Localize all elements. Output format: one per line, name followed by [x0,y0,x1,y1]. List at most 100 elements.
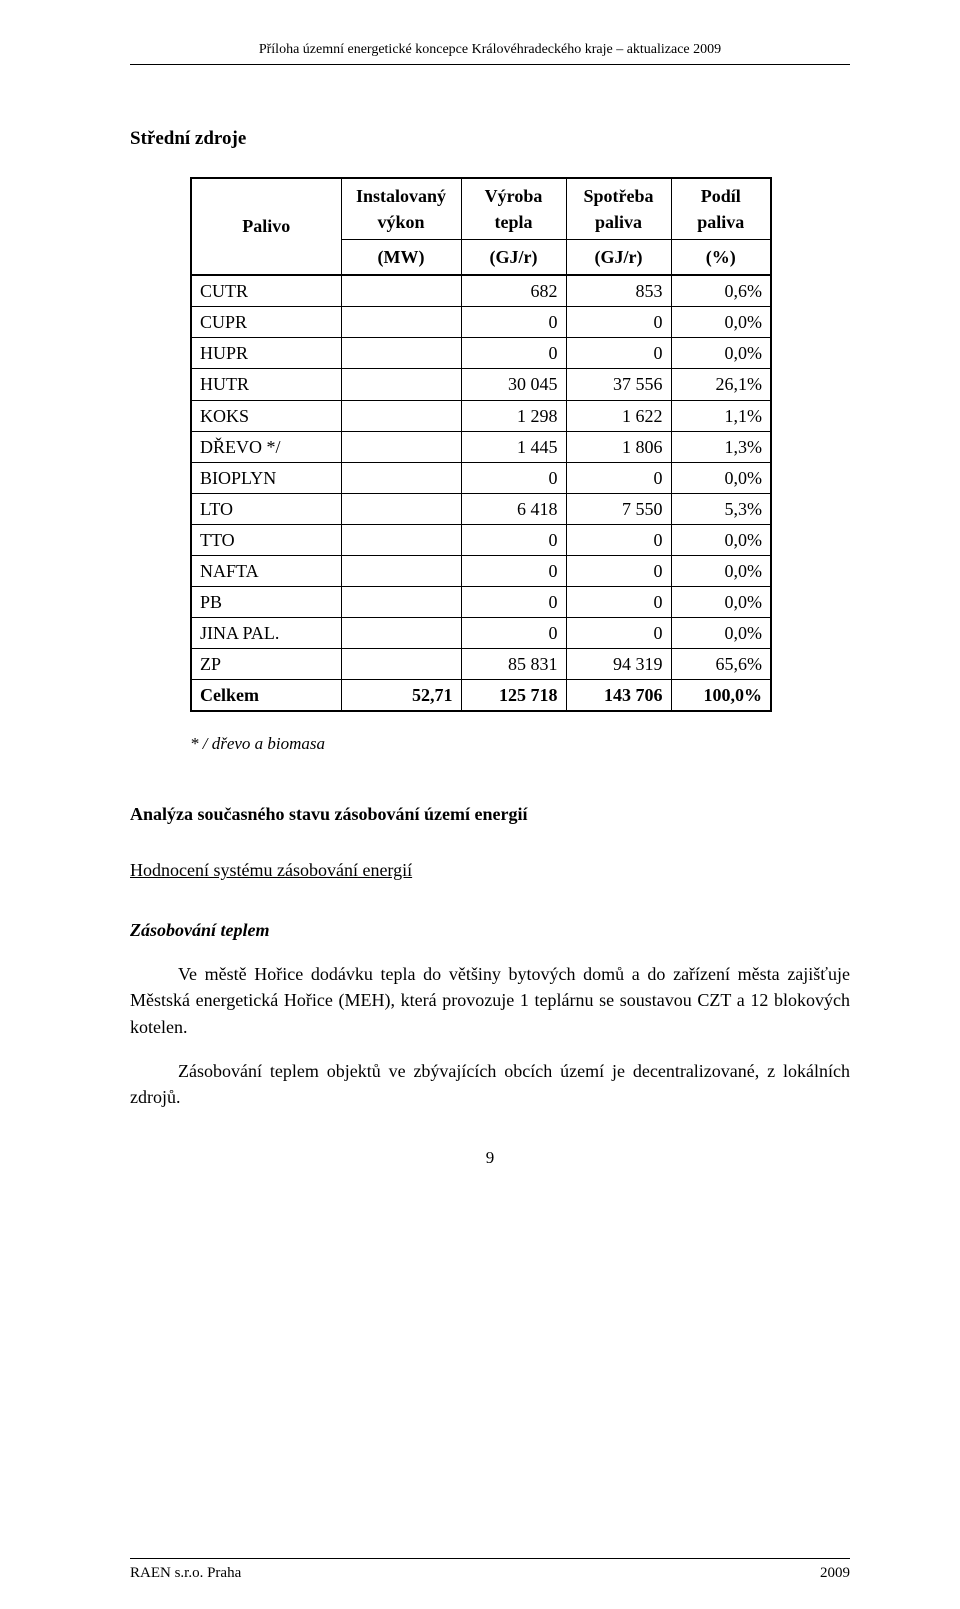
col-header-podil: Podíl paliva [671,178,771,240]
section-title: Střední zdroje [130,125,850,153]
table-row: BIOPLYN000,0% [191,462,771,493]
row-c1: 52,71 [341,680,461,712]
row-label: DŘEVO */ [191,431,341,462]
row-c2: 85 831 [461,649,566,680]
row-c3: 1 622 [566,400,671,431]
row-c2: 682 [461,275,566,307]
table-row: ZP85 83194 31965,6% [191,649,771,680]
row-c3: 0 [566,524,671,555]
row-c4: 0,0% [671,307,771,338]
row-c4: 1,3% [671,431,771,462]
col-unit-gj-2: (GJ/r) [566,240,671,276]
row-c1 [341,307,461,338]
table-row: JINA PAL.000,0% [191,618,771,649]
row-c3: 143 706 [566,680,671,712]
row-c3: 94 319 [566,649,671,680]
row-c3: 0 [566,462,671,493]
row-c3: 0 [566,618,671,649]
row-c2: 30 045 [461,369,566,400]
col-header-palivo: Palivo [191,178,341,275]
row-c4: 26,1% [671,369,771,400]
table-row: CUPR000,0% [191,307,771,338]
row-label: JINA PAL. [191,618,341,649]
row-c3: 37 556 [566,369,671,400]
row-label: PB [191,587,341,618]
row-label: Celkem [191,680,341,712]
row-c1 [341,587,461,618]
col-header-instalovany: Instalovaný výkon [341,178,461,240]
row-label: HUPR [191,338,341,369]
row-c1 [341,369,461,400]
row-label: CUTR [191,275,341,307]
row-c4: 0,0% [671,618,771,649]
row-c4: 1,1% [671,400,771,431]
table-row: HUPR000,0% [191,338,771,369]
table-row: HUTR 30 04537 55626,1% [191,369,771,400]
row-c1 [341,524,461,555]
row-label: NAFTA [191,555,341,586]
row-c4: 0,0% [671,555,771,586]
row-label: HUTR [191,369,341,400]
footer-left: RAEN s.r.o. Praha [130,1563,241,1585]
col-header-spotreba: Spotřeba paliva [566,178,671,240]
row-c4: 0,0% [671,524,771,555]
row-c1 [341,338,461,369]
row-label: CUPR [191,307,341,338]
fuel-table-body: CUTR6828530,6%CUPR000,0%HUPR000,0%HUTR30… [191,275,771,711]
table-row: TTO000,0% [191,524,771,555]
row-c2: 0 [461,462,566,493]
page-number: 9 [130,1146,850,1171]
hodnoceni-heading: Hodnocení systému zásobování energií [130,857,850,883]
row-c4: 100,0% [671,680,771,712]
col-header-vyroba: Výroba tepla [461,178,566,240]
table-row: CUTR 6828530,6% [191,275,771,307]
fuel-table: Palivo Instalovaný výkon Výroba tepla Sp… [190,177,772,713]
row-c1 [341,275,461,307]
row-c4: 0,0% [671,338,771,369]
table-header-row-1: Palivo Instalovaný výkon Výroba tepla Sp… [191,178,771,240]
zasobovani-heading: Zásobování teplem [130,917,850,943]
row-c3: 853 [566,275,671,307]
row-c1 [341,400,461,431]
paragraph-1: Ve městě Hořice dodávku tepla do většiny… [130,961,850,1039]
table-footnote: * / dřevo a biomasa [190,732,850,757]
row-label: LTO [191,493,341,524]
paragraph-1-text: Ve městě Hořice dodávku tepla do většiny… [130,964,850,1036]
row-c1 [341,618,461,649]
row-c2: 125 718 [461,680,566,712]
table-row: NAFTA000,0% [191,555,771,586]
row-label: KOKS [191,400,341,431]
running-header: Příloha územní energetické koncepce Král… [130,40,850,65]
row-c2: 0 [461,587,566,618]
footer-row: RAEN s.r.o. Praha 2009 [130,1558,850,1585]
row-c3: 1 806 [566,431,671,462]
table-row: PB000,0% [191,587,771,618]
col-unit-pct: (%) [671,240,771,276]
row-c1 [341,555,461,586]
row-c3: 0 [566,587,671,618]
row-c2: 0 [461,307,566,338]
paragraph-2-text: Zásobování teplem objektů ve zbývajících… [130,1061,850,1107]
col-unit-mw: (MW) [341,240,461,276]
row-c1 [341,431,461,462]
row-c2: 1 445 [461,431,566,462]
page: Příloha územní energetické koncepce Král… [0,0,960,1609]
col-unit-gj-1: (GJ/r) [461,240,566,276]
row-c3: 0 [566,338,671,369]
row-c4: 0,0% [671,587,771,618]
row-label: ZP [191,649,341,680]
table-row: KOKS 1 2981 6221,1% [191,400,771,431]
row-c1 [341,649,461,680]
row-c2: 1 298 [461,400,566,431]
row-c4: 0,6% [671,275,771,307]
row-c2: 0 [461,338,566,369]
row-c2: 0 [461,555,566,586]
row-label: TTO [191,524,341,555]
row-c4: 0,0% [671,462,771,493]
row-c3: 7 550 [566,493,671,524]
row-c1 [341,493,461,524]
row-c4: 5,3% [671,493,771,524]
footer-right: 2009 [820,1563,850,1585]
paragraph-2: Zásobování teplem objektů ve zbývajících… [130,1058,850,1110]
row-c2: 6 418 [461,493,566,524]
